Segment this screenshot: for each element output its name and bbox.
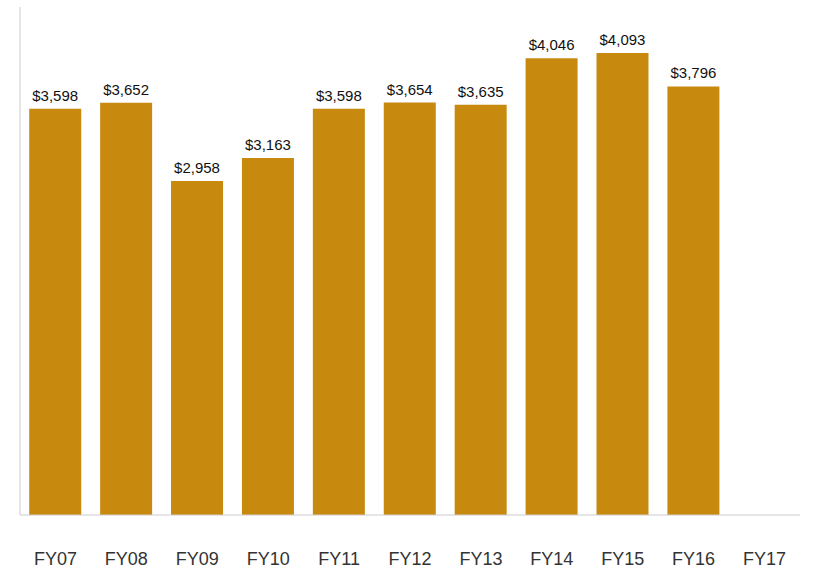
svg-text:FY15: FY15 <box>601 549 644 569</box>
svg-text:FY13: FY13 <box>459 549 502 569</box>
svg-text:$4,093: $4,093 <box>600 31 646 48</box>
svg-text:$3,163: $3,163 <box>245 136 291 153</box>
svg-text:FY09: FY09 <box>176 549 219 569</box>
svg-text:FY07: FY07 <box>34 549 77 569</box>
svg-text:FY17: FY17 <box>743 549 786 569</box>
svg-text:$3,652: $3,652 <box>103 81 149 98</box>
svg-text:FY08: FY08 <box>105 549 148 569</box>
svg-text:FY11: FY11 <box>318 549 360 569</box>
svg-text:$2,958: $2,958 <box>174 159 220 176</box>
svg-text:FY16: FY16 <box>672 549 715 569</box>
svg-text:FY14: FY14 <box>530 549 573 569</box>
svg-text:$3,796: $3,796 <box>670 64 716 81</box>
svg-text:$4,046: $4,046 <box>529 36 575 53</box>
svg-text:$3,635: $3,635 <box>458 83 504 100</box>
svg-text:$3,654: $3,654 <box>387 81 433 98</box>
svg-text:FY12: FY12 <box>388 549 431 569</box>
svg-text:$3,598: $3,598 <box>316 87 362 104</box>
svg-text:FY10: FY10 <box>247 549 290 569</box>
svg-text:$3,598: $3,598 <box>32 87 78 104</box>
